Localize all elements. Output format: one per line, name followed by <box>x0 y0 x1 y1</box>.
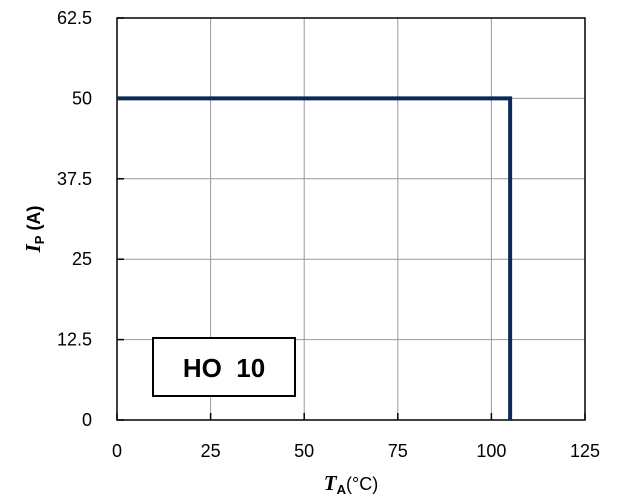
y-tick-label-5: 62.5 <box>57 8 92 28</box>
plot-frame <box>116 17 586 421</box>
x-axis-title: TA(°C) <box>324 471 378 497</box>
y-tick-label-4: 50 <box>72 88 92 108</box>
x-axis-title-unit: (°C) <box>346 474 378 494</box>
series-layer <box>117 96 513 420</box>
y-axis-title-unit: (A) <box>24 206 44 236</box>
y-axis-title-main: I <box>21 243 45 253</box>
y-tick-label-0: 0 <box>82 410 92 430</box>
y-tick-labels: 0 12.5 25 37.5 50 62.5 <box>57 8 92 430</box>
x-tick-label-5: 125 <box>570 441 600 461</box>
x-tick-labels: 0 25 50 75 100 125 <box>112 441 600 461</box>
x-axis-title-main: T <box>324 471 338 495</box>
series-line-0 <box>117 96 513 420</box>
tick-marks <box>116 17 586 421</box>
x-tick-label-2: 50 <box>294 441 314 461</box>
y-tick-label-2: 25 <box>72 249 92 269</box>
annotation-box-frame <box>152 337 296 397</box>
y-tick-label-3: 37.5 <box>57 169 92 189</box>
x-tick-label-3: 75 <box>388 441 408 461</box>
x-tick-label-0: 0 <box>112 441 122 461</box>
x-tick-label-1: 25 <box>201 441 221 461</box>
x-tick-label-4: 100 <box>476 441 506 461</box>
y-tick-label-1: 12.5 <box>57 330 92 350</box>
annotation-box: HO 10 <box>152 337 296 397</box>
y-axis-title: IP (A) <box>21 206 47 254</box>
annotation-label: HO 10 <box>183 353 265 383</box>
y-axis-title-sub: P <box>32 235 47 244</box>
x-axis-title-sub: A <box>337 482 347 497</box>
